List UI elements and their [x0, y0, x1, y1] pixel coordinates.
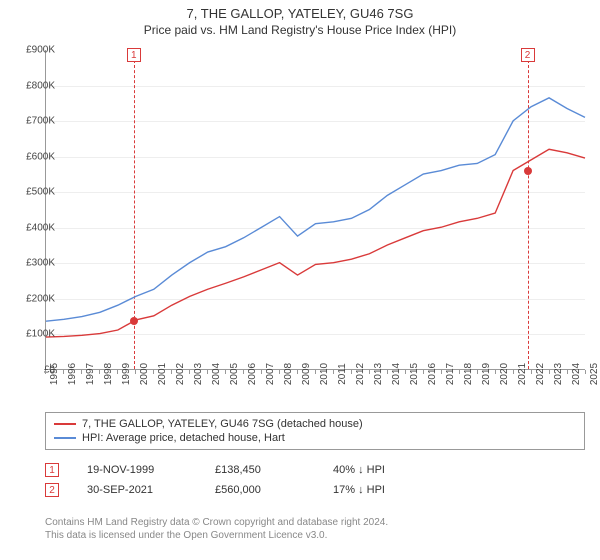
- x-axis-label: 2021: [517, 363, 528, 385]
- x-axis-label: 2009: [301, 363, 312, 385]
- x-axis-label: 1998: [103, 363, 114, 385]
- transaction-badge: 2: [45, 483, 59, 497]
- y-axis-label: £300K: [15, 258, 55, 269]
- x-axis-label: 2015: [409, 363, 420, 385]
- x-axis-label: 2002: [175, 363, 186, 385]
- transaction-badge: 1: [45, 463, 59, 477]
- x-axis-label: 2020: [499, 363, 510, 385]
- x-axis-label: 1997: [85, 363, 96, 385]
- x-axis-label: 2011: [337, 363, 348, 385]
- footnote-line-2: This data is licensed under the Open Gov…: [45, 530, 327, 541]
- y-axis-label: £400K: [15, 222, 55, 233]
- x-axis-label: 2014: [391, 363, 402, 385]
- x-axis-label: 2003: [193, 363, 204, 385]
- legend-swatch: [54, 437, 76, 439]
- x-axis-label: 1996: [67, 363, 78, 385]
- x-axis-label: 2025: [589, 363, 600, 385]
- x-axis-label: 2008: [283, 363, 294, 385]
- page-subtitle: Price paid vs. HM Land Registry's House …: [0, 21, 600, 37]
- series-price_paid: [46, 149, 585, 337]
- transaction-price: £560,000: [215, 484, 305, 496]
- y-axis-label: £100K: [15, 329, 55, 340]
- transaction-delta: 40% ↓ HPI: [333, 464, 433, 476]
- x-axis-label: 2010: [319, 363, 330, 385]
- x-axis-label: 2005: [229, 363, 240, 385]
- x-axis-label: 2022: [535, 363, 546, 385]
- transaction-date: 30-SEP-2021: [87, 484, 187, 496]
- y-axis-label: £900K: [15, 45, 55, 56]
- x-axis-label: 2000: [139, 363, 150, 385]
- legend-label: HPI: Average price, detached house, Hart: [82, 432, 285, 444]
- legend-item: HPI: Average price, detached house, Hart: [54, 431, 576, 445]
- x-axis-label: 2001: [157, 363, 168, 385]
- footnote: Contains HM Land Registry data © Crown c…: [45, 516, 585, 542]
- x-axis-label: 2013: [373, 363, 384, 385]
- x-axis-label: 2019: [481, 363, 492, 385]
- x-axis-label: 1995: [49, 363, 60, 385]
- page-title: 7, THE GALLOP, YATELEY, GU46 7SG: [0, 0, 600, 21]
- x-axis-label: 2024: [571, 363, 582, 385]
- transaction-price: £138,450: [215, 464, 305, 476]
- x-axis-label: 2023: [553, 363, 564, 385]
- x-axis-label: 2016: [427, 363, 438, 385]
- legend-label: 7, THE GALLOP, YATELEY, GU46 7SG (detach…: [82, 418, 363, 430]
- y-axis-label: £700K: [15, 116, 55, 127]
- x-axis-label: 2017: [445, 363, 456, 385]
- legend-item: 7, THE GALLOP, YATELEY, GU46 7SG (detach…: [54, 417, 576, 431]
- x-axis-label: 2006: [247, 363, 258, 385]
- legend: 7, THE GALLOP, YATELEY, GU46 7SG (detach…: [45, 412, 585, 450]
- footnote-line-1: Contains HM Land Registry data © Crown c…: [45, 517, 388, 528]
- x-axis-label: 2004: [211, 363, 222, 385]
- x-axis-label: 1999: [121, 363, 132, 385]
- y-axis-label: £500K: [15, 187, 55, 198]
- x-axis-label: 2018: [463, 363, 474, 385]
- y-axis-label: £800K: [15, 80, 55, 91]
- transaction-row: 2 30-SEP-2021 £560,000 17% ↓ HPI: [45, 480, 585, 500]
- x-axis-label: 2012: [355, 363, 366, 385]
- transaction-delta: 17% ↓ HPI: [333, 484, 433, 496]
- transaction-row: 1 19-NOV-1999 £138,450 40% ↓ HPI: [45, 460, 585, 480]
- transaction-date: 19-NOV-1999: [87, 464, 187, 476]
- transaction-table: 1 19-NOV-1999 £138,450 40% ↓ HPI 2 30-SEP-202…: [45, 460, 585, 500]
- y-axis-label: £600K: [15, 151, 55, 162]
- x-axis-label: 2007: [265, 363, 276, 385]
- series-hpi: [46, 98, 585, 321]
- chart-plot-area: 12: [45, 50, 585, 370]
- y-axis-label: £200K: [15, 293, 55, 304]
- legend-swatch: [54, 423, 76, 425]
